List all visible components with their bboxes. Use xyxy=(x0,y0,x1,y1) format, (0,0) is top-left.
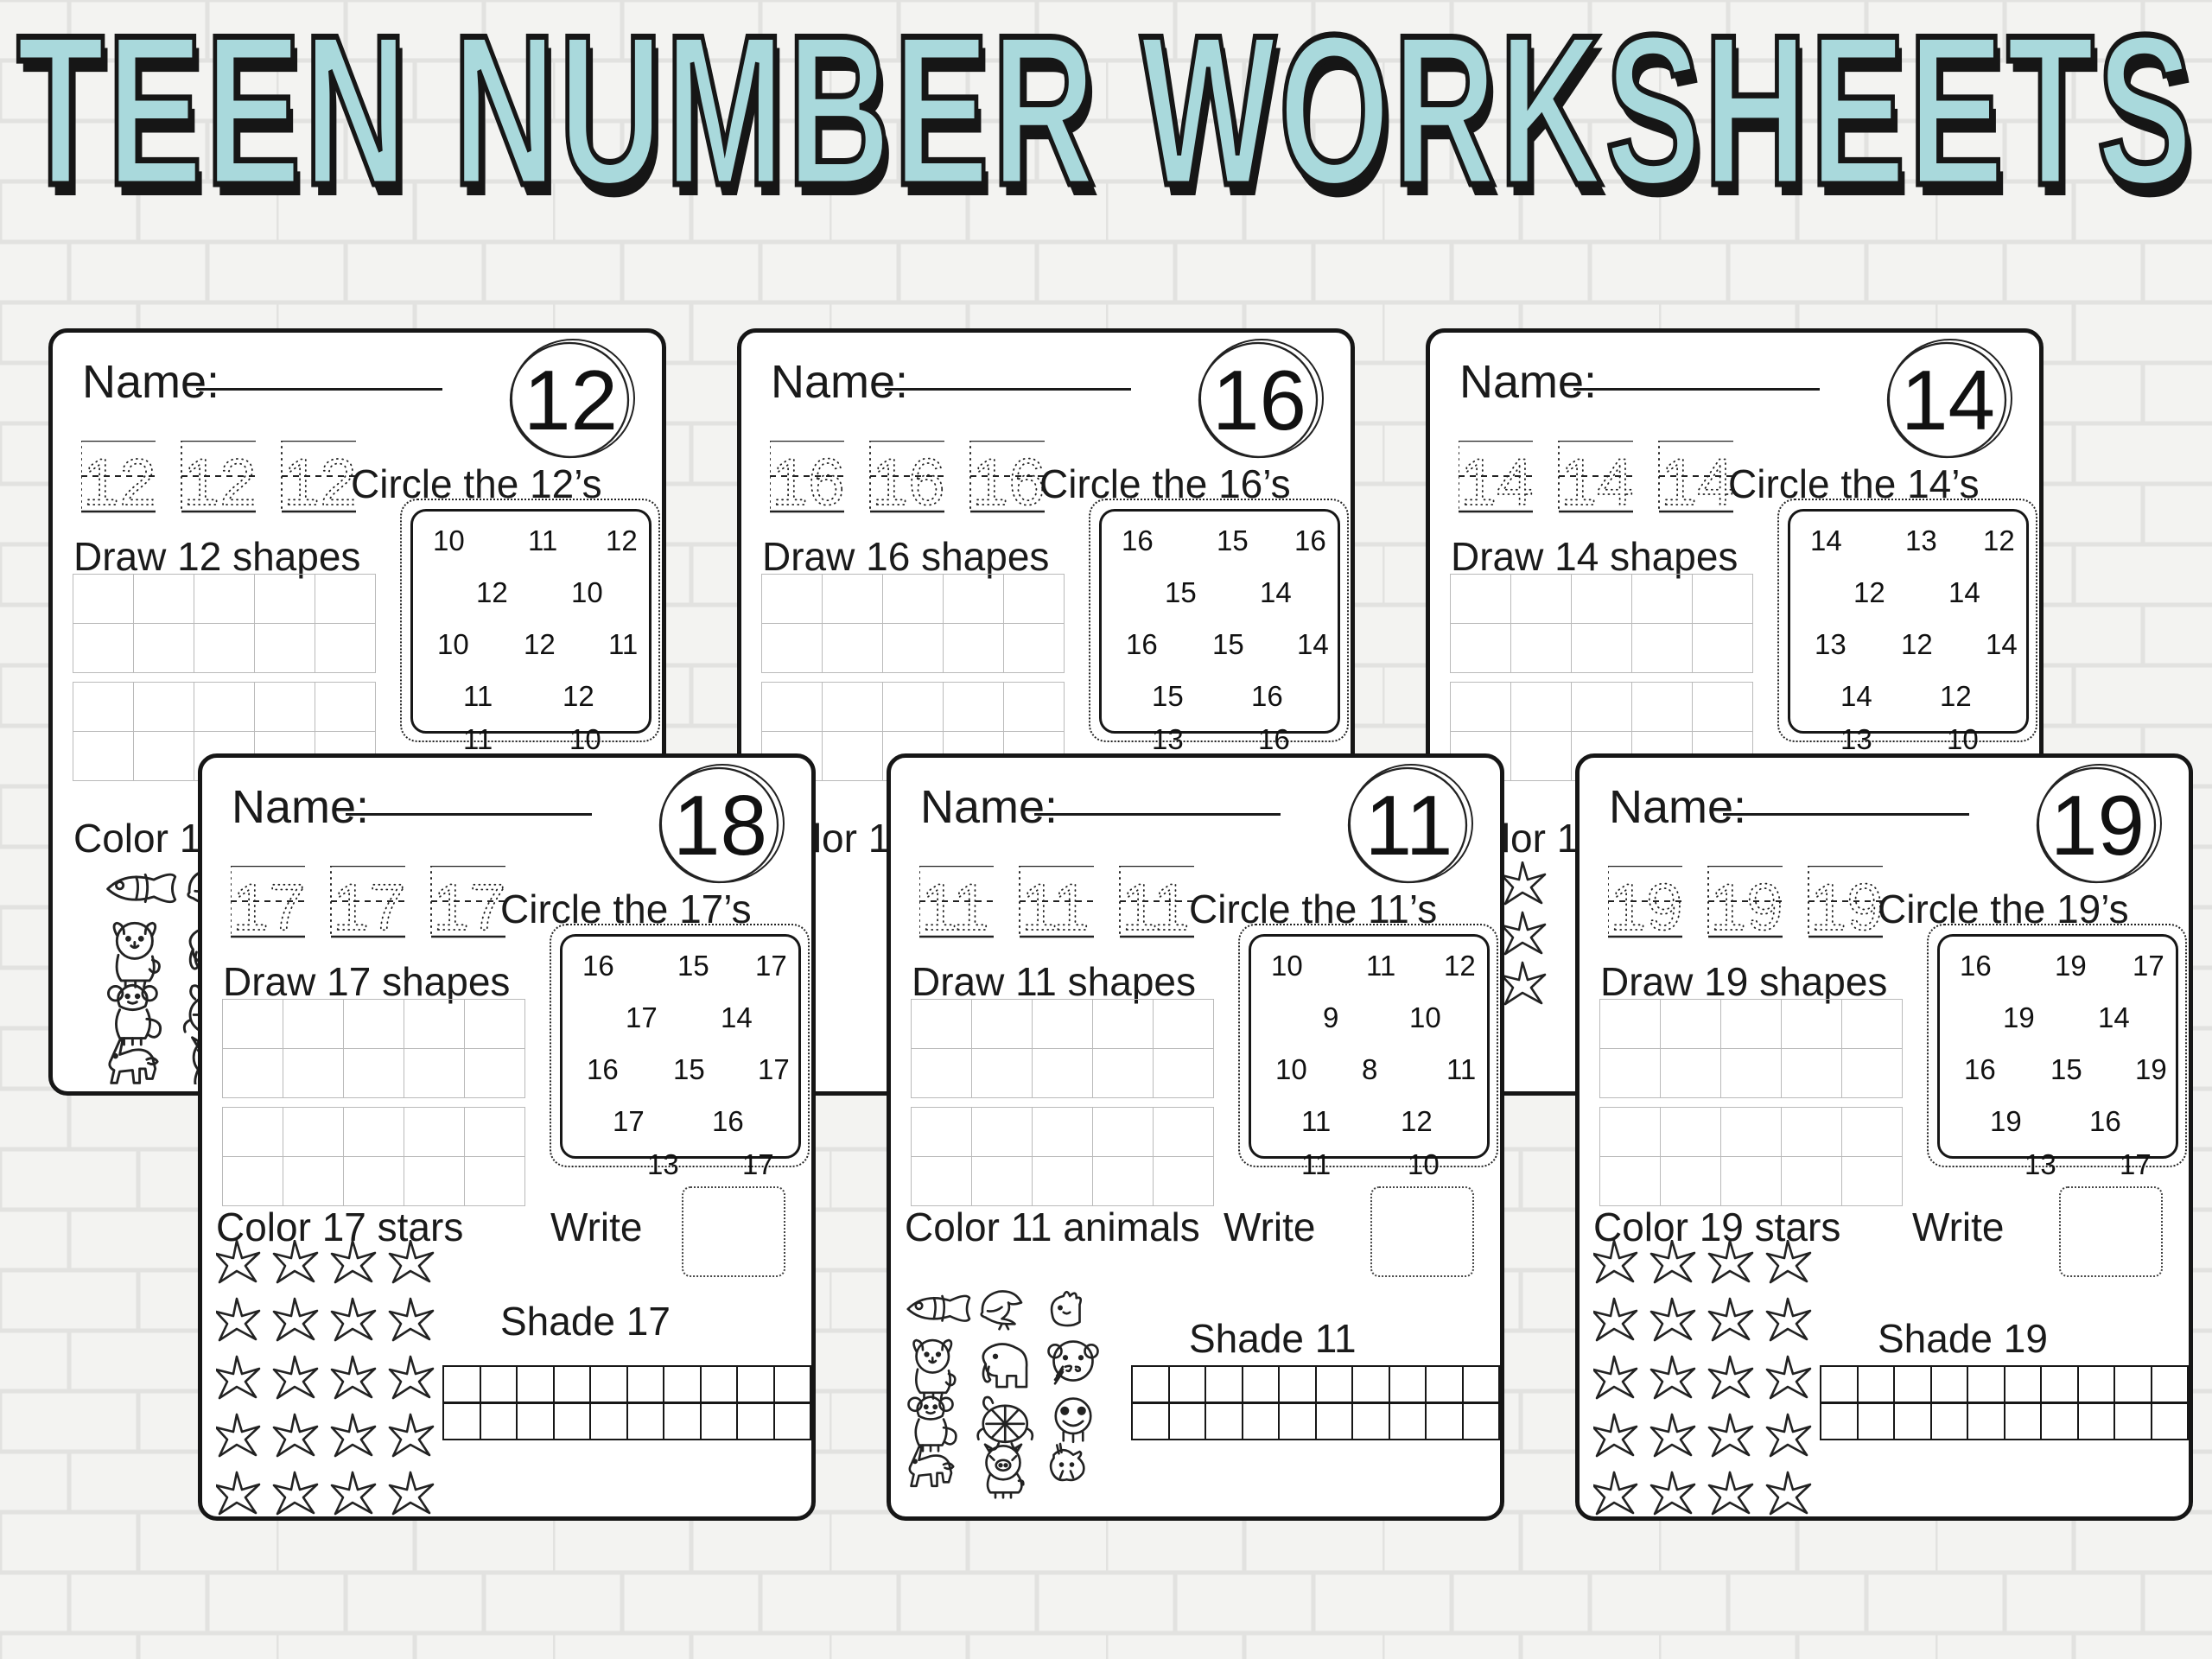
svg-text:TEEN NUMBER WORKSHEETS: TEEN NUMBER WORKSHEETS xyxy=(16,16,2195,230)
